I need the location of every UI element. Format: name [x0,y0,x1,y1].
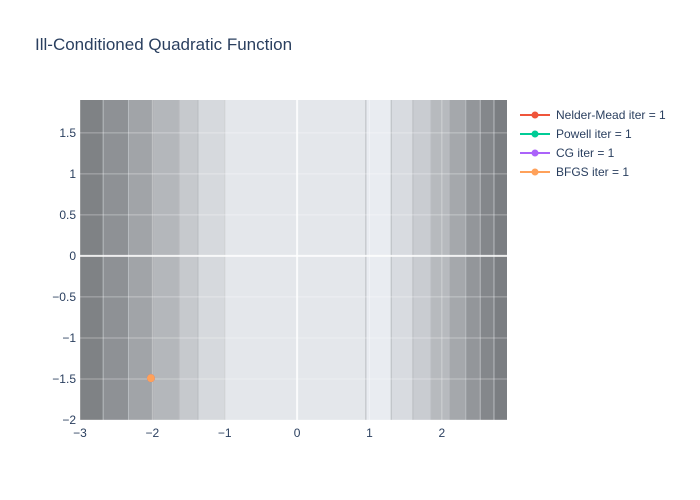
legend-swatch-marker [531,149,539,157]
y-tick-label: 0 [69,249,76,263]
legend-label: Powell iter = 1 [556,127,632,141]
legend-label: BFGS iter = 1 [556,165,629,179]
y-tick-label: 1.5 [59,126,76,140]
y-tick-label: −1.5 [52,372,76,386]
x-tick-label: −2 [146,426,160,440]
x-tick-label: −1 [218,426,232,440]
legend-item[interactable]: Powell iter = 1 [520,127,632,141]
x-tick-label: 2 [439,426,446,440]
legend[interactable]: Nelder-Mead iter = 1 Powell iter = 1 CG it… [520,108,666,179]
x-tick-label: 0 [294,426,301,440]
contour-band [103,100,129,420]
contour-band [128,100,154,420]
plot-area[interactable] [79,100,507,421]
y-tick-label: −0.5 [52,290,76,304]
legend-item[interactable]: CG iter = 1 [520,146,615,160]
contour-band [431,100,450,420]
legend-swatch-marker [531,130,539,138]
contour-band [179,100,198,420]
y-tick-label: −1 [62,331,76,345]
contour-bands [80,100,507,420]
y-tick-label: 0.5 [59,208,76,222]
contour-band [197,100,225,420]
legend-swatch-marker [531,168,539,176]
contour-band [412,100,432,420]
data-point[interactable] [146,374,155,383]
x-tick-label: −3 [73,426,87,440]
contour-band [365,100,392,420]
legend-item[interactable]: BFGS iter = 1 [520,165,629,179]
contour-band [449,100,466,420]
contour-band [80,100,104,420]
x-tick-label: 1 [366,426,373,440]
contour-band [391,100,413,420]
y-tick-label: −2 [62,413,76,427]
contour-band [224,100,366,420]
legend-item[interactable]: Nelder-Mead iter = 1 [520,108,666,122]
contour-band [480,100,494,420]
y-tick-label: 1 [69,167,76,181]
x-axis: −3 −2 −1 0 1 2 [73,426,445,440]
data-points [146,374,155,383]
contour-band [493,100,507,420]
grid-lines [79,100,507,421]
legend-label: CG iter = 1 [556,146,615,160]
y-axis: −2 −1.5 −1 −0.5 0 0.5 1 1.5 [52,126,76,427]
chart-title: Ill-Conditioned Quadratic Function [35,35,292,54]
legend-label: Nelder-Mead iter = 1 [556,108,666,122]
contour-band [153,100,180,420]
contour-band [465,100,481,420]
legend-swatch-marker [531,111,539,119]
